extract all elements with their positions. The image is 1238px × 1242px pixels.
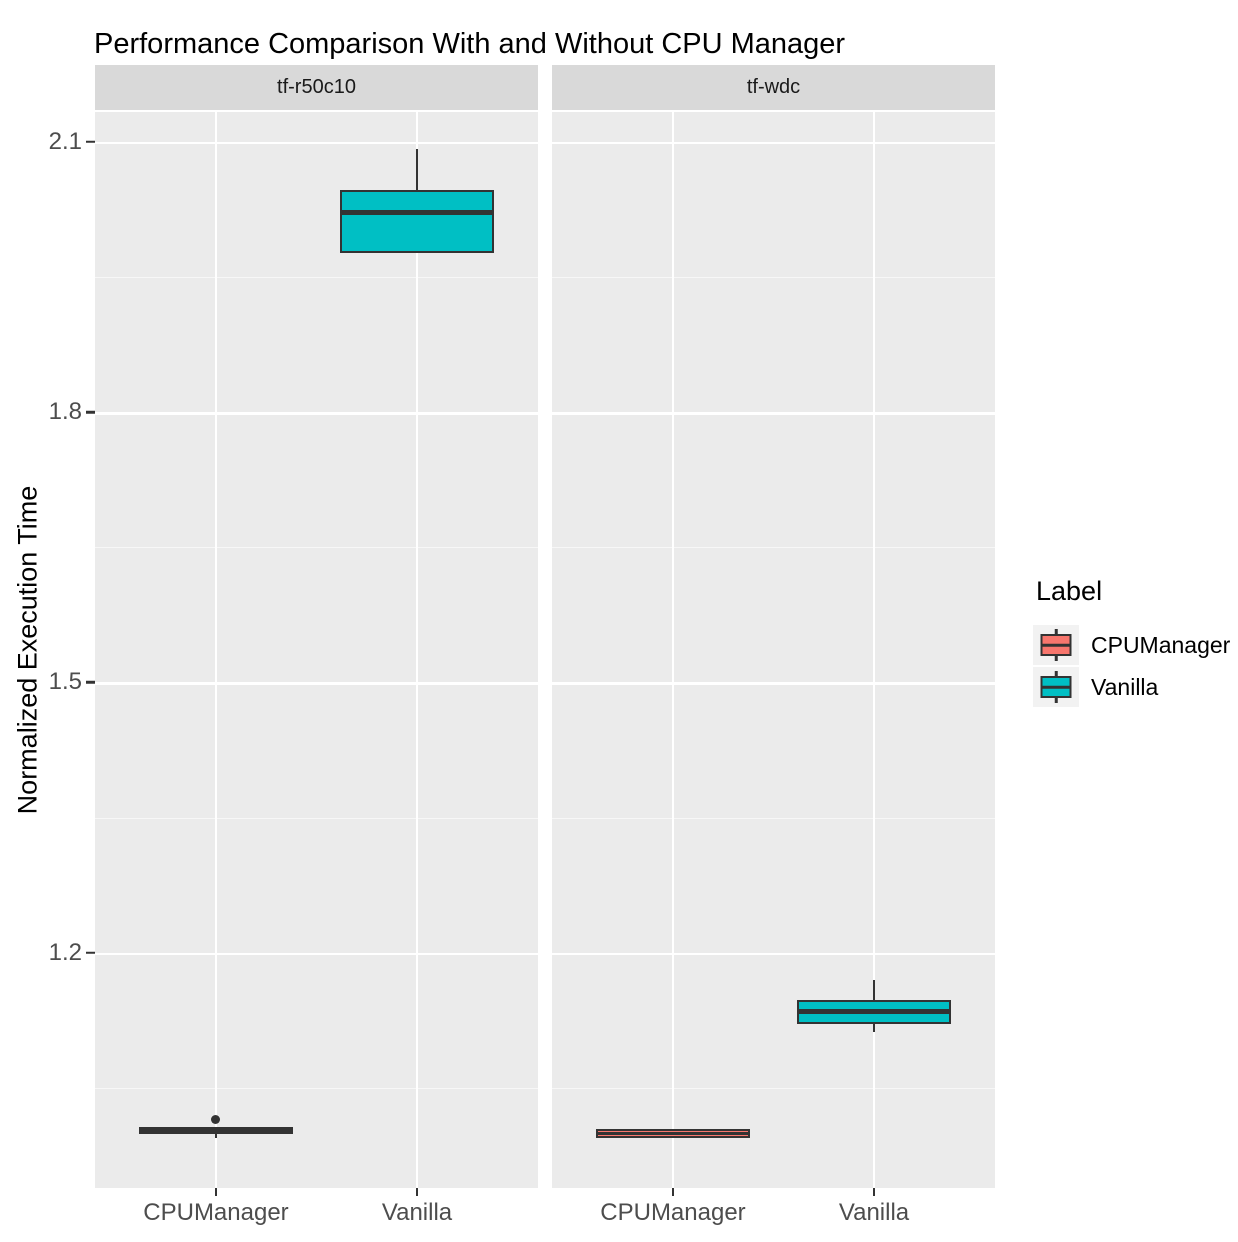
boxplot-upper-whisker bbox=[415, 148, 419, 191]
x-tick-label: Vanilla bbox=[838, 1199, 910, 1226]
legend-key bbox=[1033, 667, 1079, 707]
legend-entry-label: Vanilla bbox=[1091, 673, 1159, 700]
facet-panel bbox=[552, 112, 995, 1188]
boxplot-median bbox=[138, 1128, 293, 1132]
y-tick-label: 1.2 bbox=[48, 938, 82, 966]
y-tick-mark bbox=[86, 951, 95, 955]
legend: Label CPUManager Vanilla bbox=[1033, 576, 1230, 709]
legend-entry-label: CPUManager bbox=[1091, 631, 1231, 658]
boxplot-median bbox=[595, 1131, 750, 1135]
gridline-major-y bbox=[95, 141, 538, 145]
boxplot-median bbox=[340, 210, 495, 216]
y-tick-label: 2.1 bbox=[48, 127, 82, 155]
facet-strip: tf-wdc bbox=[552, 65, 995, 110]
legend-key bbox=[1033, 625, 1079, 665]
x-tick-mark bbox=[671, 1188, 675, 1196]
gridline-vertical-x bbox=[872, 112, 876, 1188]
legend-title: Label bbox=[1036, 576, 1103, 606]
gridline-minor-y bbox=[552, 1087, 995, 1090]
gridline-vertical-x bbox=[415, 112, 419, 1188]
x-tick-label: Vanilla bbox=[381, 1199, 453, 1226]
legend-key-median-icon bbox=[1040, 685, 1072, 689]
outlier-point bbox=[211, 1115, 221, 1124]
y-axis-title: Normalized Execution Time bbox=[12, 485, 43, 815]
y-tick-label: 1.8 bbox=[48, 398, 82, 426]
x-tick-label: CPUManager bbox=[600, 1199, 746, 1226]
x-tick-mark bbox=[872, 1188, 876, 1196]
y-tick-mark bbox=[86, 681, 95, 684]
gridline-minor-y bbox=[95, 1087, 538, 1090]
gridline-major-y bbox=[552, 141, 995, 145]
gridline-major-y bbox=[95, 952, 538, 956]
boxplot-lower-whisker bbox=[214, 1133, 218, 1138]
boxplot-median bbox=[797, 1008, 952, 1014]
boxplot-upper-whisker bbox=[872, 979, 876, 1000]
legend-entry: CPUManager bbox=[1033, 625, 1230, 665]
x-tick-mark bbox=[214, 1188, 218, 1196]
gridline-minor-y bbox=[552, 817, 995, 819]
gridline-minor-y bbox=[95, 547, 538, 549]
facet-panel bbox=[95, 112, 538, 1188]
gridline-minor-y bbox=[552, 276, 995, 279]
gridline-minor-y bbox=[95, 817, 538, 819]
facet-strip-label: tf-wdc bbox=[746, 76, 801, 98]
gridline-major-y bbox=[95, 682, 538, 685]
y-tick-label: 1.5 bbox=[48, 668, 82, 696]
facet-strip-label: tf-r50c10 bbox=[277, 76, 356, 98]
x-tick-label: CPUManager bbox=[143, 1199, 289, 1226]
chart-title: Performance Comparison With and Without … bbox=[94, 28, 846, 60]
gridline-vertical-x bbox=[671, 112, 675, 1188]
gridline-minor-y bbox=[95, 276, 538, 279]
boxplot-box bbox=[340, 190, 495, 254]
y-tick-mark bbox=[86, 140, 95, 143]
gridline-major-y bbox=[95, 412, 538, 415]
x-tick-mark bbox=[415, 1188, 419, 1196]
y-tick-mark bbox=[86, 410, 95, 414]
boxplot-lower-whisker bbox=[872, 1023, 876, 1033]
gridline-major-y bbox=[552, 412, 995, 415]
legend-entries: CPUManager Vanilla bbox=[1033, 625, 1230, 707]
gridline-vertical-x bbox=[214, 112, 218, 1188]
legend-entry: Vanilla bbox=[1033, 667, 1230, 707]
legend-key-median-icon bbox=[1040, 643, 1072, 647]
facet-strip: tf-r50c10 bbox=[95, 65, 538, 110]
gridline-minor-y bbox=[552, 547, 995, 549]
gridline-major-y bbox=[552, 952, 995, 956]
gridline-major-y bbox=[552, 682, 995, 685]
